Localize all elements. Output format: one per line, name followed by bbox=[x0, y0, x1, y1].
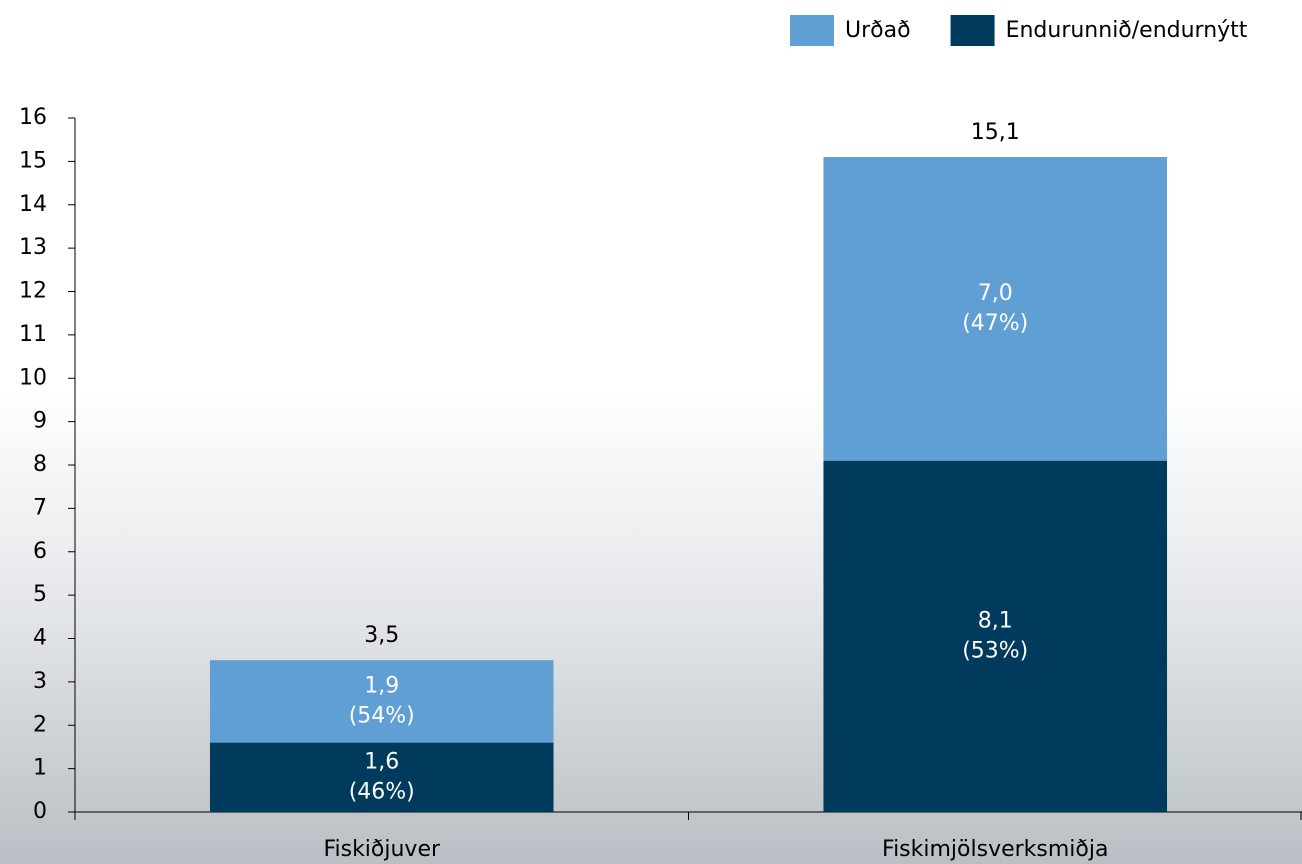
percent-label: (54%) bbox=[349, 703, 415, 728]
y-tick-label: 6 bbox=[33, 539, 47, 564]
bar-segment bbox=[209, 742, 554, 812]
y-tick-label: 12 bbox=[19, 279, 47, 304]
value-label: 8,1 bbox=[978, 608, 1013, 633]
legend-swatch bbox=[950, 15, 995, 46]
y-tick-label: 2 bbox=[33, 712, 47, 737]
y-tick-label: 14 bbox=[19, 192, 47, 217]
y-tick-label: 0 bbox=[33, 799, 47, 824]
y-tick-label: 10 bbox=[19, 365, 47, 390]
legend-swatch bbox=[790, 15, 834, 46]
y-tick-label: 3 bbox=[33, 669, 47, 694]
y-tick-label: 13 bbox=[19, 235, 47, 260]
y-tick-label: 15 bbox=[19, 148, 47, 173]
y-tick-label: 5 bbox=[33, 582, 47, 607]
y-tick-label: 8 bbox=[33, 452, 47, 477]
percent-label: (53%) bbox=[962, 638, 1028, 663]
value-label: 7,0 bbox=[978, 281, 1013, 306]
total-label: 3,5 bbox=[364, 623, 399, 648]
legend-label: Endurunnið/endurnýtt bbox=[1006, 18, 1248, 43]
value-label: 1,6 bbox=[364, 749, 399, 774]
y-tick-label: 16 bbox=[19, 105, 47, 130]
y-tick-label: 4 bbox=[33, 626, 47, 651]
percent-label: (47%) bbox=[962, 311, 1028, 336]
y-tick-label: 11 bbox=[19, 322, 47, 347]
x-tick-label: Fiskimjölsverksmiðja bbox=[882, 837, 1108, 862]
value-label: 1,9 bbox=[364, 673, 399, 698]
percent-label: (46%) bbox=[349, 779, 415, 804]
y-tick-label: 9 bbox=[33, 409, 47, 434]
total-label: 15,1 bbox=[971, 120, 1020, 145]
bar-segment bbox=[209, 660, 554, 743]
bar-segment bbox=[823, 157, 1168, 461]
x-tick-label: Fiskiðjuver bbox=[323, 837, 441, 862]
legend-label: Urðað bbox=[845, 18, 911, 43]
y-tick-label: 1 bbox=[33, 756, 47, 781]
bar-segment bbox=[823, 460, 1168, 812]
y-tick-label: 7 bbox=[33, 495, 47, 520]
